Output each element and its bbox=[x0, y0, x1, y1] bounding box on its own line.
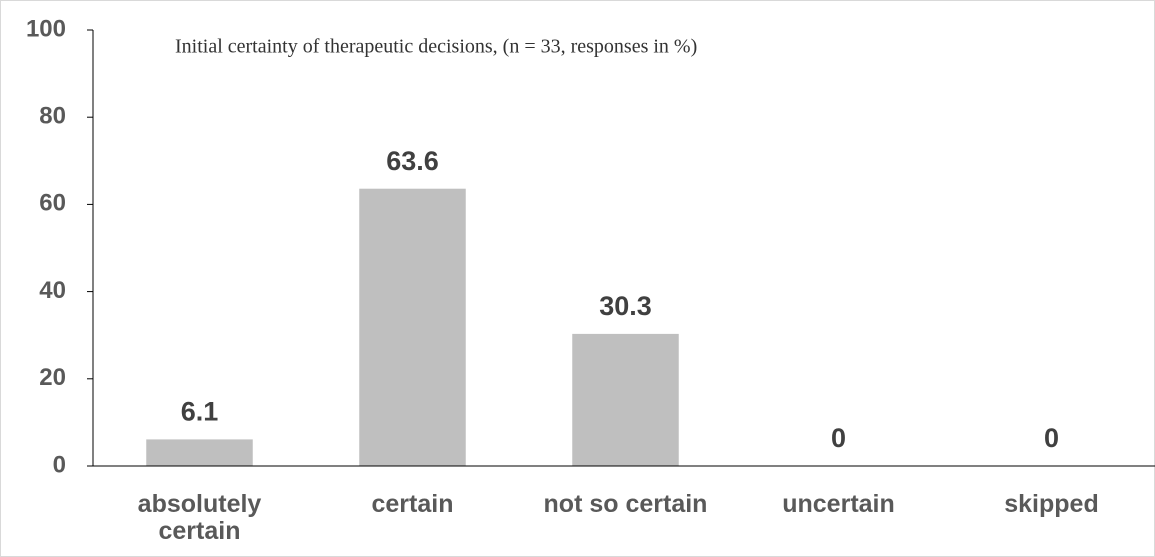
x-tick-label: not so certain bbox=[543, 490, 708, 518]
bar bbox=[146, 439, 253, 466]
y-tick-label: 20 bbox=[39, 364, 66, 391]
x-tick-label: absolutely certain bbox=[137, 490, 262, 545]
y-tick-label: 100 bbox=[26, 15, 66, 42]
data-label: 6.1 bbox=[181, 397, 219, 427]
y-tick-label: 60 bbox=[39, 190, 66, 217]
x-tick-label: skipped bbox=[1004, 490, 1099, 518]
data-label: 63.6 bbox=[386, 146, 439, 176]
bar bbox=[572, 333, 679, 466]
y-tick-label: 40 bbox=[39, 277, 66, 304]
data-label: 30.3 bbox=[599, 291, 652, 321]
bar bbox=[359, 188, 466, 467]
data-label: 0 bbox=[1044, 423, 1059, 453]
x-tick-label: certain bbox=[371, 490, 454, 518]
chart-title: Initial certainty of therapeutic decisio… bbox=[175, 36, 697, 58]
y-tick-label: 0 bbox=[53, 451, 66, 478]
y-tick-label: 80 bbox=[39, 103, 66, 130]
x-tick-label: uncertain bbox=[782, 490, 895, 518]
data-label: 0 bbox=[831, 423, 846, 453]
